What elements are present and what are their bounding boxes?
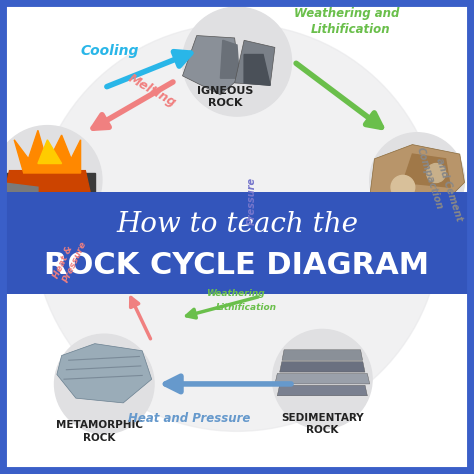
Circle shape	[391, 175, 415, 199]
Text: METAMORPHIC
ROCK: METAMORPHIC ROCK	[56, 420, 143, 443]
Polygon shape	[38, 140, 62, 164]
Text: Compaction: Compaction	[415, 146, 445, 210]
Circle shape	[273, 329, 372, 429]
Circle shape	[427, 164, 446, 182]
Polygon shape	[220, 40, 239, 78]
Polygon shape	[182, 36, 239, 95]
Text: Melting: Melting	[126, 72, 178, 109]
Polygon shape	[5, 171, 90, 192]
Text: SEDIMENTARY
ROCK: SEDIMENTARY ROCK	[281, 413, 364, 436]
Text: Weathering and: Weathering and	[294, 7, 399, 19]
Polygon shape	[244, 55, 270, 85]
Text: ROCK CYCLE DIAGRAM: ROCK CYCLE DIAGRAM	[45, 251, 429, 280]
Text: How to teach the: How to teach the	[116, 211, 358, 238]
Polygon shape	[14, 130, 81, 173]
Polygon shape	[277, 385, 367, 396]
Circle shape	[55, 334, 154, 434]
Polygon shape	[57, 344, 152, 403]
Text: Heat and Pressure: Heat and Pressure	[128, 412, 251, 425]
Text: Cooling: Cooling	[81, 44, 139, 57]
Polygon shape	[0, 182, 38, 216]
Bar	[0, 192, 474, 294]
Polygon shape	[275, 374, 370, 384]
Polygon shape	[282, 350, 363, 360]
Text: Weathering: Weathering	[206, 289, 265, 298]
Polygon shape	[0, 173, 95, 216]
Polygon shape	[280, 362, 365, 372]
Text: Heat &
Pressure: Heat & Pressure	[52, 235, 89, 284]
Text: and Cement: and Cement	[434, 156, 464, 222]
Circle shape	[33, 24, 441, 431]
Text: Lithification: Lithification	[216, 303, 277, 312]
Text: Pressure: Pressure	[246, 177, 256, 225]
Polygon shape	[235, 40, 275, 85]
Text: IGNEOUS
ROCK: IGNEOUS ROCK	[197, 86, 253, 109]
Polygon shape	[403, 154, 450, 187]
Circle shape	[182, 7, 292, 116]
Polygon shape	[370, 145, 465, 211]
Circle shape	[0, 126, 102, 235]
Text: Lithification: Lithification	[310, 23, 390, 36]
Circle shape	[370, 133, 465, 228]
